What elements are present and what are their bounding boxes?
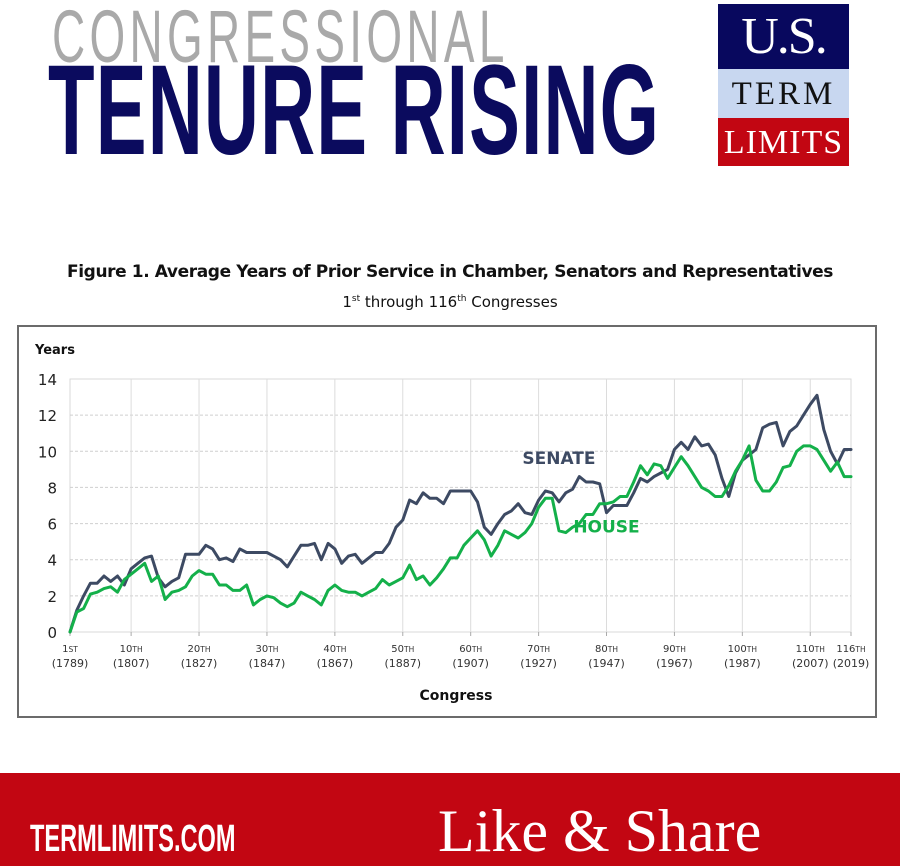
- subtitle-st: st: [351, 294, 361, 304]
- series-line-senate: [68, 393, 853, 634]
- x-tick-label: 40TH: [323, 644, 346, 655]
- x-tick-year: (1847): [249, 657, 286, 670]
- x-tick-year: (2007): [792, 657, 829, 670]
- x-tick-label: 20TH: [188, 644, 211, 655]
- footer-site-link[interactable]: TERMLIMITS.COM: [30, 818, 236, 860]
- y-tick-label: 2: [47, 588, 57, 606]
- headline-title: TENURE RISING: [48, 39, 661, 182]
- x-tick-label: 80TH: [595, 644, 618, 655]
- logo-line-term: TERM: [718, 69, 849, 118]
- subtitle-congresses: Congresses: [466, 293, 558, 311]
- us-term-limits-logo[interactable]: U.S. TERM LIMITS: [718, 4, 849, 166]
- series-label-house: HOUSE: [573, 518, 639, 538]
- x-tick-year: (1807): [113, 657, 150, 670]
- y-tick-label: 8: [47, 479, 57, 497]
- subtitle-116: through 116: [360, 293, 458, 311]
- x-tick-label: 110TH: [796, 644, 825, 655]
- x-tick-year: (1967): [656, 657, 693, 670]
- x-tick-label: 116TH: [836, 644, 865, 655]
- y-tick-label: 10: [38, 443, 57, 461]
- series-label-senate: SENATE: [522, 449, 595, 469]
- y-axis-label: Years: [34, 343, 75, 358]
- y-tick-label: 6: [47, 516, 57, 534]
- x-tick-year: (1907): [452, 657, 489, 670]
- x-axis-label: Congress: [420, 688, 493, 704]
- x-tick-year: (1947): [588, 657, 625, 670]
- footer-banner: TERMLIMITS.COM Like & Share: [0, 773, 900, 866]
- x-tick-year: (2019): [833, 657, 870, 670]
- x-tick-year: (1867): [317, 657, 354, 670]
- x-tick-year: (1927): [520, 657, 557, 670]
- x-tick-label: 70TH: [527, 644, 550, 655]
- figure-title: Figure 1. Average Years of Prior Service…: [67, 262, 833, 282]
- series-line-house: [68, 444, 853, 634]
- x-tick-label: 100TH: [728, 644, 757, 655]
- line-chart: 0 2 4 6 8 10 12 14 1ST (1789) 10TH (1807) 20TH (1827)…: [34, 343, 870, 704]
- x-tick-label: 50TH: [391, 644, 414, 655]
- chart-frame: 0 2 4 6 8 10 12 14 1ST (1789) 10TH (1807) 20TH (1827)…: [17, 325, 877, 718]
- x-tick-label: 60TH: [459, 644, 482, 655]
- x-tick-year: (1887): [384, 657, 421, 670]
- figure-subtitle: 1st through 116th Congresses: [0, 293, 900, 311]
- subtitle-th: th: [457, 294, 467, 304]
- x-tick-year: (1789): [52, 657, 89, 670]
- plot-area: [69, 378, 852, 633]
- x-tick-year: (1827): [181, 657, 218, 670]
- x-tick-label: 1ST: [62, 644, 78, 655]
- x-tick-label: 90TH: [663, 644, 686, 655]
- subtitle-1: 1: [342, 293, 352, 311]
- y-tick-label: 4: [47, 552, 57, 570]
- y-tick-label: 0: [47, 624, 57, 642]
- logo-line-limits: LIMITS: [718, 118, 849, 166]
- y-tick-label: 12: [38, 407, 57, 425]
- x-tick-label: 30TH: [255, 644, 278, 655]
- logo-line-us: U.S.: [718, 4, 849, 69]
- y-tick-label: 14: [38, 371, 57, 389]
- like-share-cta[interactable]: Like & Share: [438, 798, 762, 864]
- x-tick-year: (1987): [724, 657, 761, 670]
- x-tick-label: 10TH: [120, 644, 143, 655]
